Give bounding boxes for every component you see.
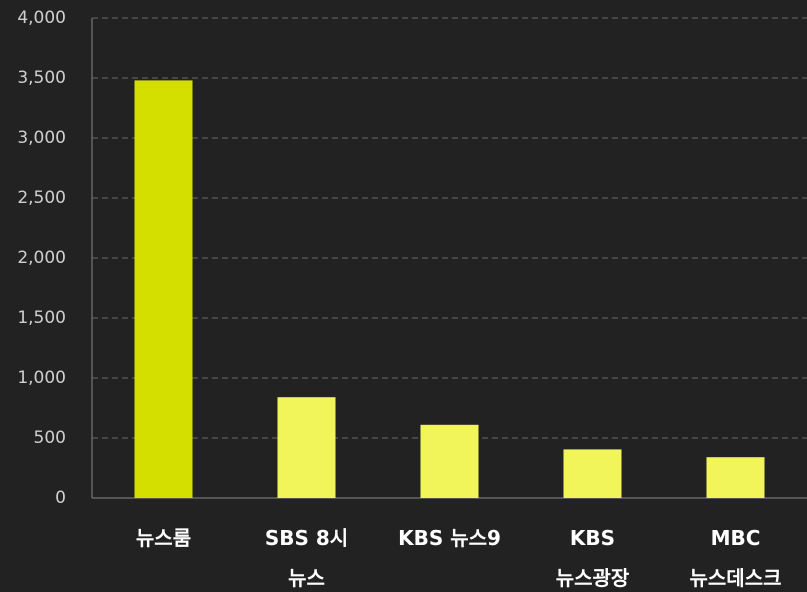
x-tick-label: 뉴스룸 bbox=[135, 526, 192, 550]
bar bbox=[706, 457, 765, 498]
y-tick-label: 4,000 bbox=[17, 8, 66, 28]
y-tick-label: 2,000 bbox=[17, 248, 66, 268]
y-tick-label: 1,000 bbox=[17, 368, 66, 388]
y-tick-label: 3,000 bbox=[17, 128, 66, 148]
y-tick-label: 500 bbox=[34, 428, 66, 448]
y-tick-label: 0 bbox=[55, 488, 66, 508]
bar bbox=[420, 424, 479, 498]
x-tick-label: KBS 뉴스9 bbox=[398, 526, 501, 550]
y-tick-label: 1,500 bbox=[17, 308, 66, 328]
x-tick-label: SBS 8시 뉴스 bbox=[264, 526, 349, 590]
bar bbox=[563, 449, 622, 498]
bar bbox=[277, 397, 336, 498]
bar bbox=[134, 80, 193, 499]
x-tick-label: KBS 뉴스광장 bbox=[555, 526, 630, 590]
y-tick-label: 3,500 bbox=[17, 68, 66, 88]
x-tick-label: MBC 뉴스데스크 bbox=[689, 526, 782, 590]
y-tick-label: 2,500 bbox=[17, 188, 66, 208]
